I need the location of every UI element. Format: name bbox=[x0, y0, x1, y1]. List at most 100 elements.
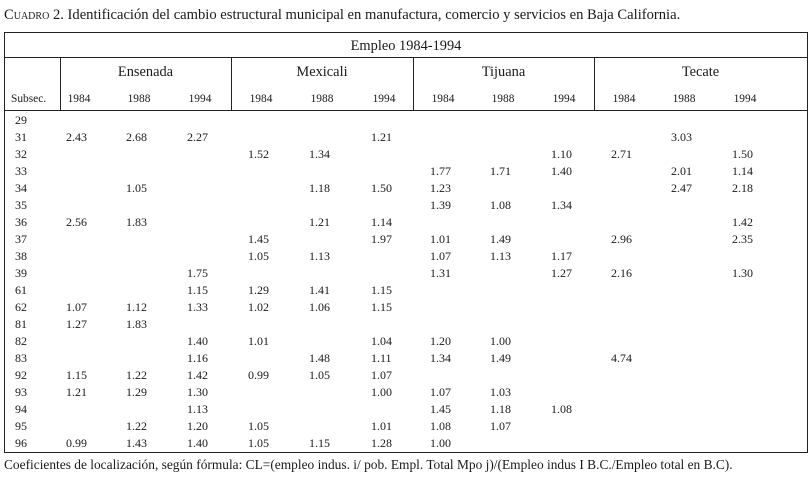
table-cell: 1.22 bbox=[126, 368, 147, 382]
subsector-code: 83 bbox=[15, 351, 27, 365]
table-cell: 1.30 bbox=[732, 266, 753, 280]
table-cell: 0.99 bbox=[248, 368, 269, 382]
table-cell: 1.97 bbox=[371, 232, 392, 246]
table-cell: 1.07 bbox=[430, 385, 451, 399]
subsector-code: 94 bbox=[15, 402, 27, 416]
table-cell: 1.08 bbox=[430, 419, 451, 433]
table-cell: 1.13 bbox=[490, 249, 511, 263]
table-cell: 2.35 bbox=[732, 232, 753, 246]
subsector-code: 92 bbox=[15, 368, 27, 382]
subsector-code: 62 bbox=[15, 300, 27, 314]
year-header-ensenada-1984: 1984 bbox=[67, 93, 91, 105]
table-cell: 1.40 bbox=[187, 334, 208, 348]
table-cell: 1.49 bbox=[490, 351, 511, 365]
subsector-code: 39 bbox=[15, 266, 27, 280]
table-cell: 1.40 bbox=[187, 436, 208, 450]
table-cell: 1.45 bbox=[248, 232, 269, 246]
year-header-mexicali-1994: 1994 bbox=[372, 93, 396, 105]
table-caption: Cuadro 2. Identificación del cambio estr… bbox=[4, 6, 810, 24]
table-cell: 1.22 bbox=[126, 419, 147, 433]
table-cell: 1.71 bbox=[490, 164, 511, 178]
table-cell: 1.03 bbox=[490, 385, 511, 399]
subsector-code: 36 bbox=[15, 215, 27, 229]
table-cell: 1.08 bbox=[551, 402, 572, 416]
subsector-code: 93 bbox=[15, 385, 27, 399]
table-cell: 1.41 bbox=[309, 283, 330, 297]
group-divider bbox=[413, 57, 414, 110]
table-cell: 1.05 bbox=[248, 249, 269, 263]
table-cell: 1.48 bbox=[309, 351, 330, 365]
table-cell: 1.29 bbox=[126, 385, 147, 399]
table-cell: 1.45 bbox=[430, 402, 451, 416]
table-cell: 1.15 bbox=[371, 283, 392, 297]
table-cell: 1.21 bbox=[309, 215, 330, 229]
table-cell: 1.05 bbox=[248, 436, 269, 450]
table-subtitle: Empleo 1984-1994 bbox=[350, 38, 462, 54]
group-divider bbox=[594, 57, 595, 110]
table-cell: 1.05 bbox=[248, 419, 269, 433]
year-header-tijuana-1988: 1988 bbox=[491, 93, 515, 105]
table-cell: 1.15 bbox=[66, 368, 87, 382]
table-cell: 1.18 bbox=[309, 181, 330, 195]
table-cell: 1.27 bbox=[66, 317, 87, 331]
table-cell: 1.34 bbox=[551, 198, 572, 212]
table-cell: 1.27 bbox=[551, 266, 572, 280]
subsector-code: 31 bbox=[15, 130, 27, 144]
table-cell: 1.15 bbox=[371, 300, 392, 314]
table-cell: 2.56 bbox=[66, 215, 87, 229]
table-cell: 1.13 bbox=[309, 249, 330, 263]
table-cell: 1.07 bbox=[66, 300, 87, 314]
year-header-ensenada-1994: 1994 bbox=[188, 93, 212, 105]
subsector-code: 38 bbox=[15, 249, 27, 263]
subsector-code: 61 bbox=[15, 283, 27, 297]
table-cell: 1.04 bbox=[371, 334, 392, 348]
table-cell: 4.74 bbox=[611, 351, 632, 365]
table-cell: 1.21 bbox=[371, 130, 392, 144]
table-cell: 1.01 bbox=[371, 419, 392, 433]
table-cell: 2.68 bbox=[126, 130, 147, 144]
group-divider bbox=[60, 57, 61, 110]
table-cell: 1.42 bbox=[187, 368, 208, 382]
table-cell: 1.83 bbox=[126, 215, 147, 229]
table-cell: 2.27 bbox=[187, 130, 208, 144]
table-cell: 1.17 bbox=[551, 249, 572, 263]
table-cell: 1.01 bbox=[430, 232, 451, 246]
table-cell: 1.50 bbox=[732, 147, 753, 161]
table-cell: 1.05 bbox=[126, 181, 147, 195]
table-cell: 1.75 bbox=[187, 266, 208, 280]
table-cell: 1.06 bbox=[309, 300, 330, 314]
year-header-tecate-1984: 1984 bbox=[612, 93, 636, 105]
table-cell: 1.02 bbox=[248, 300, 269, 314]
subsec-column-header: Subsec. bbox=[11, 93, 47, 105]
table-cell: 1.39 bbox=[430, 198, 451, 212]
caption-text: Identificación del cambio estructural mu… bbox=[67, 7, 681, 23]
table-cell: 1.42 bbox=[732, 215, 753, 229]
table-cell: 1.49 bbox=[490, 232, 511, 246]
table-cell: 1.34 bbox=[309, 147, 330, 161]
subsector-code: 32 bbox=[15, 147, 27, 161]
table-cell: 1.14 bbox=[732, 164, 753, 178]
table-cell: 1.13 bbox=[187, 402, 208, 416]
table-cell: 1.40 bbox=[551, 164, 572, 178]
subsector-code: 82 bbox=[15, 334, 27, 348]
table-cell: 1.14 bbox=[371, 215, 392, 229]
header-rule bbox=[5, 110, 807, 111]
table-cell: 2.43 bbox=[66, 130, 87, 144]
year-header-tijuana-1984: 1984 bbox=[431, 93, 455, 105]
table-cell: 1.00 bbox=[490, 334, 511, 348]
table-cell: 2.96 bbox=[611, 232, 632, 246]
group-header-tecate: Tecate bbox=[681, 64, 720, 80]
table-cell: 1.05 bbox=[309, 368, 330, 382]
table-cell: 1.33 bbox=[187, 300, 208, 314]
year-header-tecate-1988: 1988 bbox=[672, 93, 696, 105]
subsector-code: 34 bbox=[15, 181, 27, 195]
table-cell: 1.08 bbox=[490, 198, 511, 212]
group-header-mexicali: Mexicali bbox=[296, 64, 348, 80]
group-header-tijuana: Tijuana bbox=[481, 64, 526, 80]
table-cell: 3.03 bbox=[671, 130, 692, 144]
table-cell: 1.00 bbox=[371, 385, 392, 399]
table-cell: 1.21 bbox=[66, 385, 87, 399]
table-cell: 1.07 bbox=[490, 419, 511, 433]
table-cell: 1.30 bbox=[187, 385, 208, 399]
table-cell: 1.20 bbox=[430, 334, 451, 348]
